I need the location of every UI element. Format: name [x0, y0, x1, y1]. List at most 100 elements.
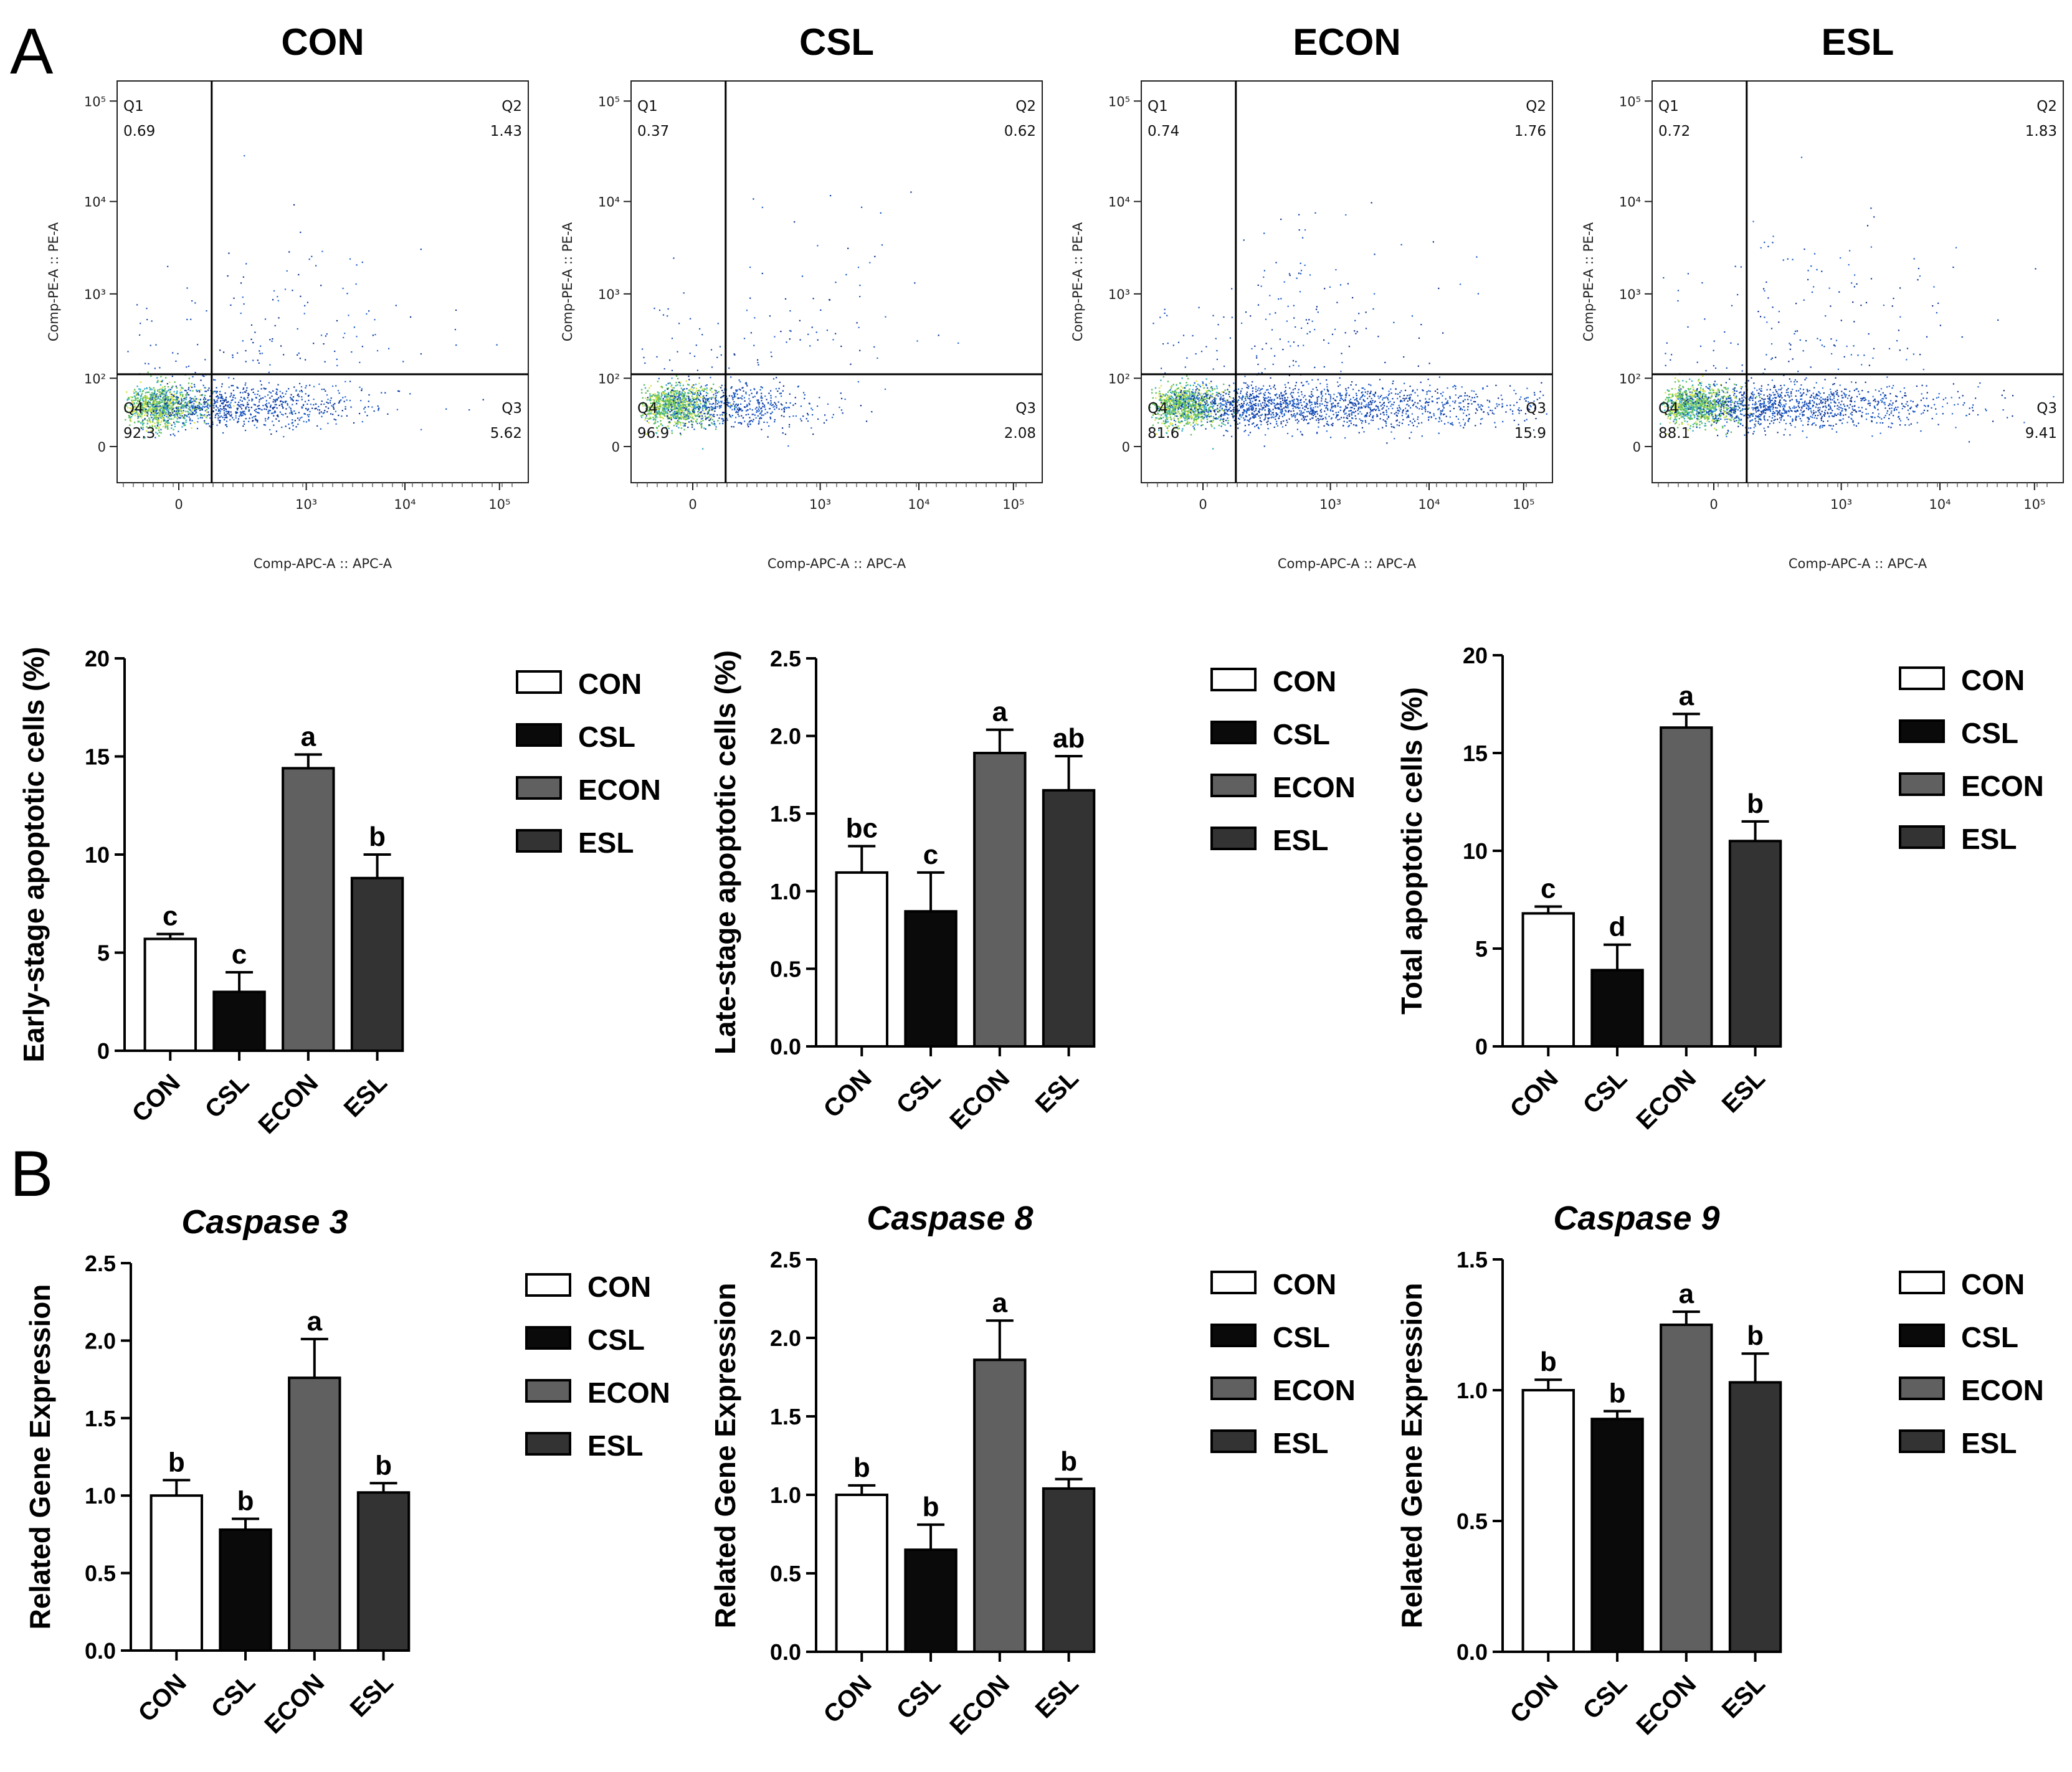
- flow-dot: [1154, 387, 1157, 389]
- flow-dot: [223, 399, 226, 401]
- flow-dot: [1171, 411, 1173, 413]
- flow-dot: [177, 403, 179, 405]
- flow-dot: [1186, 402, 1188, 404]
- flow-dot: [152, 401, 154, 403]
- flow-dot: [715, 398, 716, 400]
- flow-dot: [1205, 408, 1207, 410]
- flow-dot: [188, 387, 190, 389]
- flow-dot: [1214, 403, 1216, 405]
- flow-dot: [138, 400, 141, 402]
- flow-dot: [1467, 409, 1469, 410]
- flow-dot: [669, 402, 671, 404]
- flow-dot: [159, 405, 161, 407]
- flow-dot: [1361, 427, 1364, 429]
- flow-dot: [188, 413, 190, 415]
- flow-dot: [683, 397, 685, 399]
- flow-dot: [154, 397, 156, 399]
- flow-dot: [715, 401, 717, 403]
- flow-dot: [1270, 410, 1271, 412]
- flow-dot: [723, 412, 725, 414]
- flow-dot: [664, 392, 666, 395]
- flow-dot: [146, 426, 148, 428]
- flow-dot: [758, 408, 759, 410]
- flow-dot: [1268, 412, 1270, 414]
- flow-dot: [1187, 394, 1189, 397]
- q1-value: 0.37: [637, 123, 669, 140]
- flow-dot: [143, 406, 146, 409]
- flow-dot: [654, 411, 656, 413]
- flow-dot: [710, 349, 713, 351]
- flow-dot: [154, 422, 156, 424]
- flow-dot: [1204, 401, 1205, 403]
- x-tick-label: 10⁵: [1002, 497, 1024, 512]
- flow-dot: [157, 420, 159, 423]
- flow-dot: [708, 409, 711, 411]
- flow-dot: [157, 389, 159, 391]
- flow-dot: [663, 400, 666, 402]
- flow-dot: [1189, 409, 1190, 410]
- flow-dot: [1323, 425, 1325, 427]
- flow-dot: [1166, 419, 1169, 420]
- flow-dot: [268, 417, 270, 419]
- flow-dot: [677, 407, 679, 409]
- flow-dot: [658, 310, 661, 311]
- flow-dot: [676, 425, 678, 427]
- flow-dot: [1229, 401, 1232, 403]
- flow-dot: [702, 396, 704, 398]
- flow-dot: [705, 398, 706, 400]
- flow-dot: [311, 255, 313, 257]
- flow-dot: [141, 415, 143, 417]
- flow-dot: [171, 418, 173, 420]
- flow-dot: [682, 398, 683, 400]
- flow-dot: [1470, 399, 1472, 401]
- flow-dot: [131, 406, 134, 408]
- flow-dot: [1212, 405, 1215, 407]
- flow-dot: [311, 407, 313, 409]
- flow-dot: [150, 412, 153, 414]
- flow-dot: [1467, 399, 1469, 400]
- flow-dot: [758, 402, 760, 404]
- flow-dot: [129, 418, 131, 420]
- flow-dot: [1371, 397, 1372, 399]
- flow-dot: [807, 414, 809, 416]
- flow-dot: [658, 405, 660, 408]
- flow-dot: [149, 425, 151, 427]
- flow-dot: [199, 403, 201, 405]
- flow-dot: [1526, 387, 1528, 389]
- flow-dot: [174, 423, 176, 425]
- flow-dot: [679, 417, 681, 419]
- flow-dot: [657, 430, 659, 432]
- flow-dot: [269, 364, 271, 366]
- flow-dot: [1267, 417, 1269, 419]
- flow-dot: [245, 391, 247, 393]
- flow-dot: [137, 417, 139, 419]
- flow-dot: [159, 411, 161, 414]
- flow-dot: [679, 407, 681, 409]
- flow-dot: [731, 395, 733, 397]
- flow-dot: [1248, 414, 1250, 416]
- flow-dot: [285, 391, 288, 392]
- flow-dot: [130, 404, 131, 406]
- flow-dot: [1351, 381, 1353, 383]
- flow-dot: [701, 334, 703, 336]
- flow-dot: [240, 404, 242, 405]
- flow-dot: [159, 410, 161, 412]
- flow-dot: [368, 394, 370, 396]
- flow-dot: [1228, 386, 1231, 388]
- flow-dot: [1186, 407, 1187, 409]
- flow-dot: [1213, 417, 1215, 419]
- flow-dot: [1179, 389, 1181, 391]
- flow-dot: [152, 392, 154, 394]
- flow-dot: [809, 345, 811, 347]
- flow-dot: [1193, 406, 1195, 408]
- flow-dot: [651, 405, 653, 407]
- flow-dot: [1385, 396, 1387, 398]
- flow-dot: [183, 410, 184, 412]
- flow-dot: [736, 389, 738, 391]
- flow-dot: [291, 422, 293, 424]
- flow-dot: [1187, 390, 1190, 392]
- flow-dot: [154, 409, 156, 411]
- flow-dot: [1189, 411, 1191, 413]
- flow-dot: [225, 414, 227, 415]
- flow-dot: [693, 418, 695, 420]
